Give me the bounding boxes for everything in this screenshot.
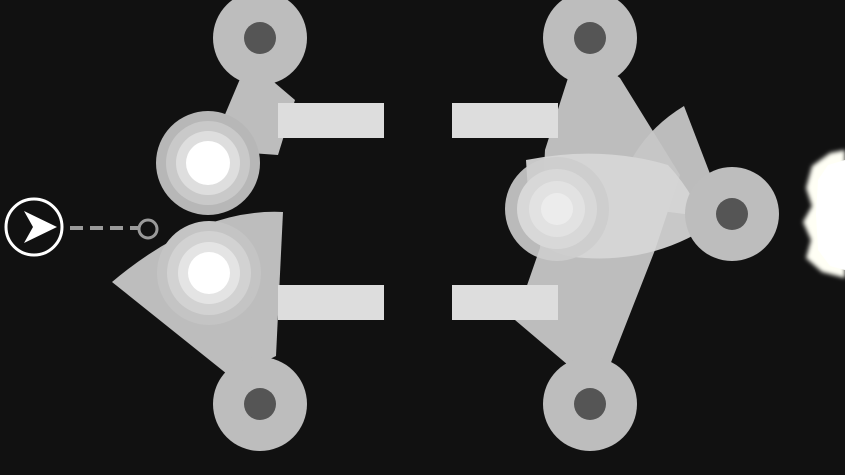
pivot-bottom-right[interactable] [543,357,637,451]
orb-top-left[interactable] [156,111,260,215]
orb-right[interactable] [505,157,609,261]
bar-bottom-right[interactable] [452,285,558,320]
bar-top-left[interactable] [278,103,384,138]
pivot-right-arm[interactable] [685,167,779,261]
pivot-top-left[interactable] [213,0,307,85]
aim-target-icon[interactable] [137,218,159,240]
orb-bottom-left[interactable] [157,221,261,325]
pivot-top-right[interactable] [543,0,637,85]
pivot-bottom-left[interactable] [213,357,307,451]
arrow-cursor-icon[interactable] [4,197,64,257]
bar-bottom-left[interactable] [278,285,384,320]
bar-top-right[interactable] [452,103,558,138]
glowing-exit-icon[interactable] [803,150,845,278]
